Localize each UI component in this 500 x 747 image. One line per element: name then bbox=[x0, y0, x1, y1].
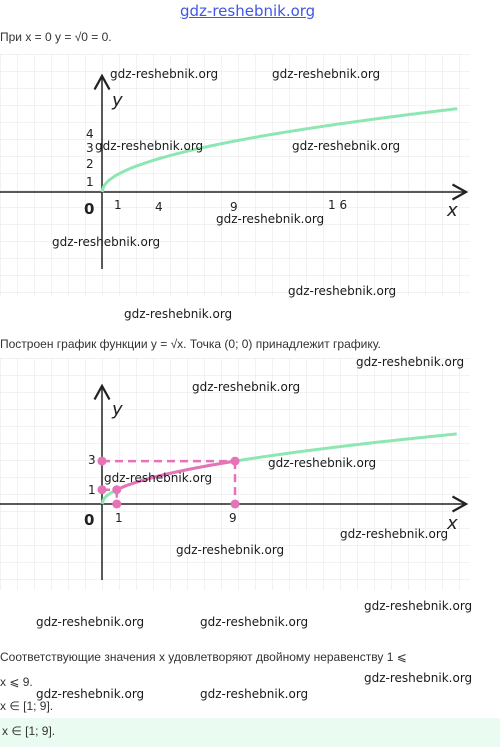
watermark[interactable]: gdz-reshebnik.org bbox=[272, 67, 381, 81]
graph-2-point-curve bbox=[230, 456, 240, 466]
graph-2-points bbox=[97, 456, 240, 509]
watermark[interactable]: gdz-reshebnik.org bbox=[192, 380, 301, 394]
graph-1-x-label: x bbox=[446, 200, 458, 221]
watermark[interactable]: gdz-reshebnik.org bbox=[104, 471, 213, 485]
graph-2-point-y-axis bbox=[97, 456, 107, 466]
watermark[interactable]: gdz-reshebnik.org bbox=[356, 355, 465, 369]
text-line-4: x ⩽ 9. bbox=[0, 675, 33, 689]
graph-2-y-tick-3: 3 bbox=[88, 453, 96, 467]
graph-1-y-tick-2: 2 bbox=[86, 157, 94, 171]
answer-box: x ∈ [1; 9]. bbox=[0, 718, 500, 747]
graph-2-highlighted-segment bbox=[116, 459, 236, 492]
watermark[interactable]: gdz-reshebnik.org bbox=[364, 671, 473, 685]
graph-2-origin-label: 0 bbox=[84, 511, 94, 529]
graph-2-point-y-axis bbox=[97, 485, 107, 495]
graph-2: y x 0 1 9 1 3 bbox=[0, 358, 470, 590]
watermark[interactable]: gdz-reshebnik.org bbox=[36, 615, 145, 629]
graph-1-x-tick-9: 9 bbox=[230, 200, 238, 214]
watermark[interactable]: gdz-reshebnik.org bbox=[288, 284, 397, 298]
watermark[interactable]: gdz-reshebnik.org bbox=[36, 687, 145, 701]
watermark[interactable]: gdz-reshebnik.org bbox=[52, 235, 161, 249]
graph-2-x-tick-9: 9 bbox=[229, 511, 237, 525]
graph-2-point-curve bbox=[112, 485, 122, 495]
watermark[interactable]: gdz-reshebnik.org bbox=[95, 139, 204, 153]
graph-1-origin-label: 0 bbox=[84, 200, 94, 218]
watermark-top[interactable]: gdz-reshebnik.org bbox=[180, 2, 316, 20]
graph-2-y-tick-1: 1 bbox=[88, 483, 96, 497]
watermark[interactable]: gdz-reshebnik.org bbox=[200, 687, 309, 701]
graph-1-y-tick-1: 1 bbox=[86, 175, 94, 189]
graph-1-x-tick-4: 4 bbox=[155, 200, 163, 214]
graph-2-x-label: x bbox=[446, 513, 458, 534]
watermark[interactable]: gdz-reshebnik.org bbox=[200, 615, 309, 629]
graph-2-grid bbox=[0, 358, 470, 590]
graph-2-x-tick-1: 1 bbox=[115, 511, 123, 525]
graph-2-y-label: y bbox=[111, 399, 123, 420]
watermark[interactable]: gdz-reshebnik.org bbox=[268, 456, 377, 470]
watermark[interactable]: gdz-reshebnik.org bbox=[364, 599, 473, 613]
watermark[interactable]: gdz-reshebnik.org bbox=[340, 527, 449, 541]
text-line-2: Построен график функции y = √x. Точка (0… bbox=[0, 337, 381, 351]
watermark[interactable]: gdz-reshebnik.org bbox=[216, 212, 325, 226]
graph-2-point-x-axis bbox=[112, 499, 122, 509]
watermark[interactable]: gdz-reshebnik.org bbox=[176, 543, 285, 557]
text-line-5: x ∈ [1; 9]. bbox=[0, 699, 54, 713]
graph-2-point-x-axis bbox=[230, 499, 240, 509]
graph-1-y-label: y bbox=[111, 90, 123, 111]
watermark[interactable]: gdz-reshebnik.org bbox=[124, 307, 233, 321]
answer-text: x ∈ [1; 9]. bbox=[2, 724, 56, 738]
graph-1-x-tick-1: 1 bbox=[114, 198, 122, 212]
graph-1-grid bbox=[0, 54, 470, 296]
text-line-3: Соответствующие значения x удовлетворяют… bbox=[0, 650, 407, 664]
watermark[interactable]: gdz-reshebnik.org bbox=[110, 67, 219, 81]
watermark[interactable]: gdz-reshebnik.org bbox=[292, 139, 401, 153]
graph-1-y-tick-4: 4 bbox=[86, 127, 94, 141]
graph-1-y-tick-3: 3 bbox=[86, 141, 94, 155]
text-line-1: При x = 0 y = √0 = 0. bbox=[0, 30, 112, 44]
graph-1-x-tick-16: 1 6 bbox=[328, 198, 347, 212]
graph-1-sqrt-curve bbox=[100, 107, 458, 193]
graph-1: y x 0 1 4 9 1 6 1 2 3 4 bbox=[0, 54, 470, 296]
